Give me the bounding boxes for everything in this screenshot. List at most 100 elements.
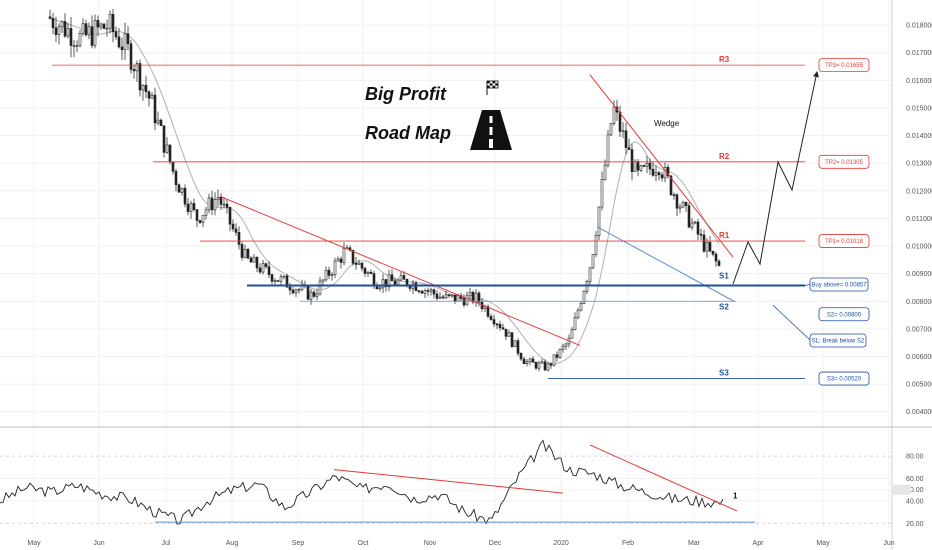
candle-body bbox=[261, 263, 265, 273]
level-box-text-s1: Buy above= 0.00857 bbox=[811, 283, 867, 289]
candle-body bbox=[426, 290, 430, 292]
rsi-tick-label: 50.00 bbox=[906, 487, 924, 494]
candle-body bbox=[708, 242, 712, 252]
candle-body bbox=[672, 194, 676, 196]
candle-body bbox=[216, 196, 220, 200]
candle-body bbox=[135, 63, 139, 72]
candle-body bbox=[279, 276, 283, 282]
level-box-r1 bbox=[818, 234, 870, 248]
candle-body bbox=[552, 354, 556, 366]
candle-body bbox=[471, 291, 475, 303]
candle-body bbox=[597, 206, 601, 236]
candle-body bbox=[462, 298, 466, 306]
candle-body bbox=[657, 172, 661, 176]
candle-body bbox=[180, 187, 184, 193]
level-box-text-r3: TP3= 0.01655 bbox=[825, 63, 864, 69]
candle-body bbox=[198, 220, 202, 223]
candle-body bbox=[642, 165, 646, 167]
candle-body bbox=[450, 294, 454, 297]
candle-body bbox=[654, 172, 658, 176]
candle-body bbox=[72, 45, 76, 47]
candle-body bbox=[543, 361, 547, 371]
candle-body bbox=[393, 280, 397, 285]
candle-body bbox=[609, 123, 613, 136]
candle-body bbox=[663, 166, 667, 179]
price-tick-label: 0.011000 bbox=[906, 216, 932, 223]
projection-arrows bbox=[732, 71, 819, 285]
candle-body bbox=[495, 323, 499, 326]
candle-body bbox=[630, 149, 634, 172]
time-tick-label: Dec bbox=[489, 540, 502, 547]
candle-body bbox=[243, 248, 247, 258]
candle-body bbox=[501, 327, 505, 330]
candle-body bbox=[159, 119, 163, 126]
candle-body bbox=[378, 287, 382, 290]
candle-body bbox=[276, 280, 280, 282]
candlestick-series bbox=[48, 8, 721, 372]
rsi-tick-label: 40.00 bbox=[906, 498, 924, 505]
candle-body bbox=[63, 21, 67, 37]
candle-body bbox=[705, 242, 709, 252]
level-label-r1: R1 bbox=[719, 231, 730, 240]
candle-body bbox=[714, 253, 718, 262]
candle-body bbox=[576, 309, 580, 318]
level-box-text-r1: TP1= 0.01018 bbox=[825, 239, 864, 245]
rsi-line bbox=[0, 439, 724, 525]
candle-body bbox=[54, 27, 58, 36]
price-tick-label: 0.004000 bbox=[906, 409, 932, 416]
candle-body bbox=[447, 294, 451, 297]
candle-body bbox=[594, 235, 598, 255]
rsi-tick-label: 60.00 bbox=[906, 476, 924, 483]
candle-body bbox=[129, 43, 133, 70]
candle-body bbox=[717, 260, 721, 266]
candles bbox=[48, 8, 721, 372]
candle-body bbox=[237, 232, 241, 245]
candle-body bbox=[441, 296, 445, 299]
candle-body bbox=[489, 315, 493, 320]
time-tick-label: May bbox=[27, 540, 41, 547]
candle-body bbox=[264, 263, 268, 267]
candle-body bbox=[315, 293, 319, 297]
time-tick-label: Aug bbox=[226, 540, 239, 547]
candle-body bbox=[213, 199, 217, 211]
support-resistance-levels: R3 TP3= 0.01655 R2 TP2= 0.01305 R1 TP1= 0.010… bbox=[52, 55, 870, 386]
time-tick-label: Jun bbox=[883, 540, 894, 547]
candle-body bbox=[537, 362, 541, 369]
candle-body bbox=[114, 31, 118, 38]
candle-body bbox=[633, 161, 637, 172]
candle-body bbox=[681, 202, 685, 208]
wedge-lower-line bbox=[596, 226, 735, 302]
candle-body bbox=[573, 317, 577, 331]
candle-body bbox=[423, 290, 427, 294]
title-line1: Big Profit bbox=[365, 84, 447, 104]
candle-body bbox=[696, 221, 700, 235]
candle-body bbox=[162, 125, 166, 153]
rsi-resistance-line bbox=[333, 469, 564, 494]
candle-body bbox=[171, 161, 175, 172]
level-box-s2 bbox=[818, 307, 870, 322]
candle-body bbox=[534, 362, 538, 369]
candle-body bbox=[546, 363, 550, 371]
candle-body bbox=[78, 33, 82, 46]
candle-body bbox=[600, 179, 604, 208]
candle-body bbox=[258, 267, 262, 273]
candle-body bbox=[519, 353, 523, 360]
candle-body bbox=[246, 248, 250, 259]
time-axis: May Jun Jul Aug Sep Oct Nov Dec 2020 Feb Mar Apr May… bbox=[27, 540, 894, 547]
candle-body bbox=[465, 295, 469, 306]
candle-body bbox=[603, 164, 607, 180]
s1-connector bbox=[804, 284, 811, 286]
candle-body bbox=[66, 28, 70, 37]
trend-lines: Wedge bbox=[219, 74, 735, 346]
candle-body bbox=[621, 130, 625, 133]
candle-body bbox=[651, 168, 655, 176]
level-label-s1: S1 bbox=[719, 272, 729, 281]
candle-body bbox=[87, 26, 91, 36]
